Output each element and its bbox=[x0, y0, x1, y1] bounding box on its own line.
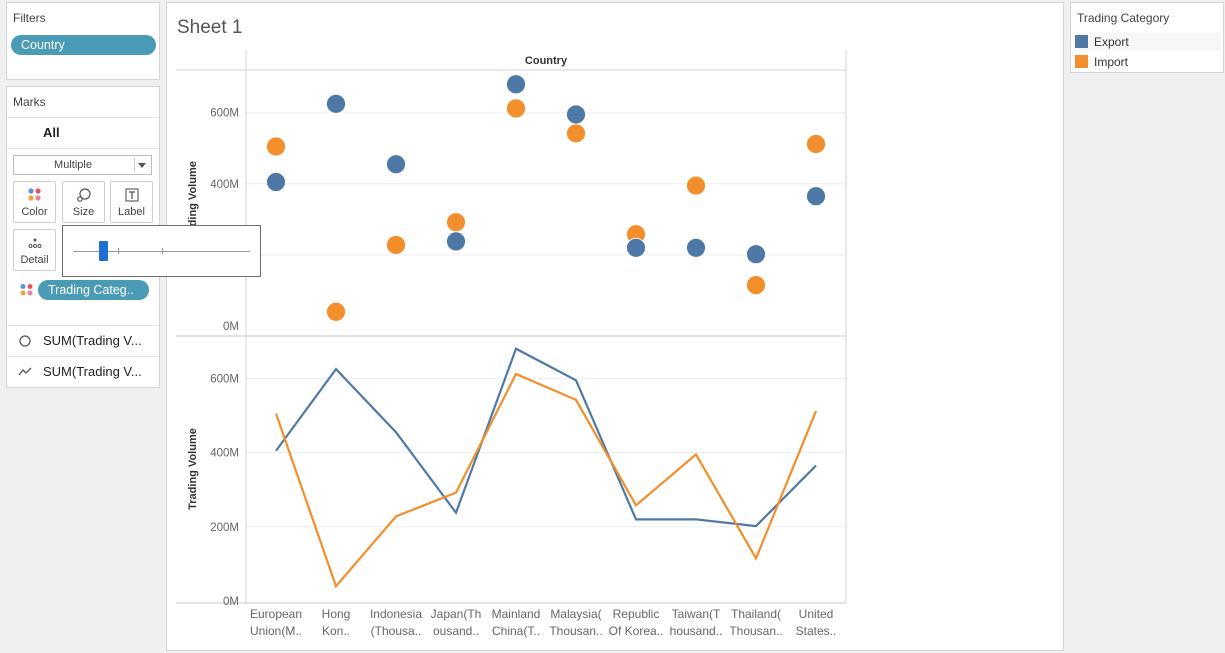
sheet-title: Sheet 1 bbox=[177, 17, 243, 38]
size-icon bbox=[63, 187, 104, 203]
y-tick-label: 400M bbox=[210, 179, 239, 191]
mark-type-dropdown[interactable]: Multiple bbox=[13, 155, 152, 175]
data-point-import[interactable] bbox=[326, 301, 346, 322]
data-point-export[interactable] bbox=[386, 154, 406, 175]
data-point-export[interactable] bbox=[446, 231, 466, 252]
x-category-label: Union(M.. bbox=[250, 624, 302, 638]
series-line-export[interactable] bbox=[275, 347, 817, 528]
legend-swatch bbox=[1075, 55, 1088, 68]
x-category-label: Thailand( bbox=[731, 607, 781, 621]
data-point-import[interactable] bbox=[686, 175, 706, 196]
data-point-import[interactable] bbox=[266, 136, 286, 157]
y-tick-label: 200M bbox=[210, 522, 239, 534]
color-palette-icon bbox=[19, 283, 35, 297]
data-point-import[interactable] bbox=[446, 212, 466, 233]
y-tick-label: 0M bbox=[223, 596, 239, 608]
x-category-label: Japan(Th bbox=[431, 607, 482, 621]
data-point-import[interactable] bbox=[806, 134, 826, 154]
text-label-icon bbox=[111, 187, 152, 203]
circle-mark-icon bbox=[18, 334, 32, 348]
detail-button-label: Detail bbox=[20, 254, 49, 266]
x-category-label: European bbox=[250, 607, 302, 621]
x-category-label: (Thousa.. bbox=[371, 624, 422, 638]
color-button[interactable]: Color bbox=[13, 181, 56, 223]
measure-circle-label: SUM(Trading V... bbox=[43, 333, 142, 348]
column-header-country: Country bbox=[525, 55, 568, 67]
data-point-import[interactable] bbox=[566, 123, 586, 144]
x-category-label: Malaysia( bbox=[550, 607, 601, 621]
dual-pane-chart[interactable]: Country Trading Volume Trading Volume 0M… bbox=[166, 2, 1064, 651]
measure-line-tab[interactable]: SUM(Trading V... bbox=[7, 356, 159, 387]
data-point-export[interactable] bbox=[746, 244, 766, 265]
x-category-label: China(T.. bbox=[492, 624, 540, 638]
measure-line-label: SUM(Trading V... bbox=[43, 364, 142, 379]
size-slider-tick bbox=[162, 248, 163, 254]
y-axis-title-top: Trading Volume bbox=[187, 161, 199, 243]
x-category-label: Kon.. bbox=[322, 624, 350, 638]
legend-label: Export bbox=[1094, 35, 1129, 49]
legend-title: Trading Category bbox=[1077, 11, 1170, 25]
x-category-label: Taiwan(T bbox=[672, 607, 721, 621]
x-category-label: Mainland bbox=[492, 607, 541, 621]
marks-all-tab[interactable]: All bbox=[7, 117, 159, 149]
data-point-import[interactable] bbox=[506, 98, 526, 119]
data-point-import[interactable] bbox=[386, 235, 406, 255]
line-mark-icon bbox=[18, 365, 32, 379]
x-category-label: Republic bbox=[613, 607, 660, 621]
x-category-label: Thousan.. bbox=[729, 624, 782, 638]
detail-dots-icon bbox=[14, 235, 55, 251]
size-button-label: Size bbox=[72, 206, 95, 218]
filters-title: Filters bbox=[13, 11, 46, 25]
color-palette-icon bbox=[14, 187, 55, 203]
data-point-export[interactable] bbox=[326, 93, 346, 114]
data-point-export[interactable] bbox=[626, 237, 646, 258]
filters-shelf: Filters Country bbox=[6, 2, 160, 80]
color-button-label: Color bbox=[21, 206, 48, 218]
y-tick-label: 400M bbox=[210, 448, 239, 460]
y-tick-label: 600M bbox=[210, 108, 239, 120]
x-category-label: Thousan.. bbox=[549, 624, 602, 638]
size-slider-popup bbox=[62, 225, 261, 277]
legend-swatch bbox=[1075, 35, 1088, 48]
legend-item-import[interactable]: Import bbox=[1075, 53, 1221, 71]
size-slider-handle[interactable] bbox=[99, 241, 109, 261]
label-button[interactable]: Label bbox=[110, 181, 153, 223]
data-point-import[interactable] bbox=[746, 275, 766, 296]
chevron-down-icon bbox=[138, 163, 146, 168]
x-category-label: housand.. bbox=[670, 624, 723, 638]
mark-type-value: Multiple bbox=[54, 159, 92, 171]
y-axis-title-bottom: Trading Volume bbox=[187, 428, 199, 510]
data-point-export[interactable] bbox=[686, 237, 706, 258]
size-button[interactable]: Size bbox=[62, 181, 105, 223]
data-point-export[interactable] bbox=[806, 186, 826, 207]
marks-all-label: All bbox=[43, 125, 60, 140]
trading-category-color-pill[interactable]: Trading Categ.. bbox=[38, 280, 149, 300]
measure-circle-tab[interactable]: SUM(Trading V... bbox=[7, 325, 159, 356]
size-slider-track[interactable] bbox=[73, 251, 250, 252]
data-point-export[interactable] bbox=[566, 104, 586, 125]
legend-item-export[interactable]: Export bbox=[1075, 33, 1221, 51]
marks-title: Marks bbox=[13, 95, 46, 109]
size-slider-tick bbox=[118, 248, 119, 254]
y-tick-label: 600M bbox=[210, 373, 239, 385]
color-legend: Trading Category Export Import bbox=[1070, 2, 1224, 73]
x-category-label: Of Korea.. bbox=[609, 624, 664, 638]
detail-button[interactable]: Detail bbox=[13, 229, 56, 271]
x-category-label: Hong bbox=[322, 607, 351, 621]
x-category-label: ousand.. bbox=[433, 624, 479, 638]
data-point-export[interactable] bbox=[506, 74, 526, 95]
x-category-label: United bbox=[799, 607, 834, 621]
y-tick-label: 0M bbox=[223, 321, 239, 333]
label-button-label: Label bbox=[118, 206, 145, 218]
legend-label: Import bbox=[1094, 55, 1129, 69]
series-line-import[interactable] bbox=[274, 372, 818, 589]
dropdown-separator bbox=[134, 158, 135, 172]
sheet-view: Sheet 1 bbox=[166, 2, 1064, 651]
data-point-export[interactable] bbox=[266, 172, 286, 192]
country-filter-pill[interactable]: Country bbox=[11, 35, 156, 55]
x-category-label: States.. bbox=[796, 624, 837, 638]
x-category-label: Indonesia bbox=[370, 607, 422, 621]
